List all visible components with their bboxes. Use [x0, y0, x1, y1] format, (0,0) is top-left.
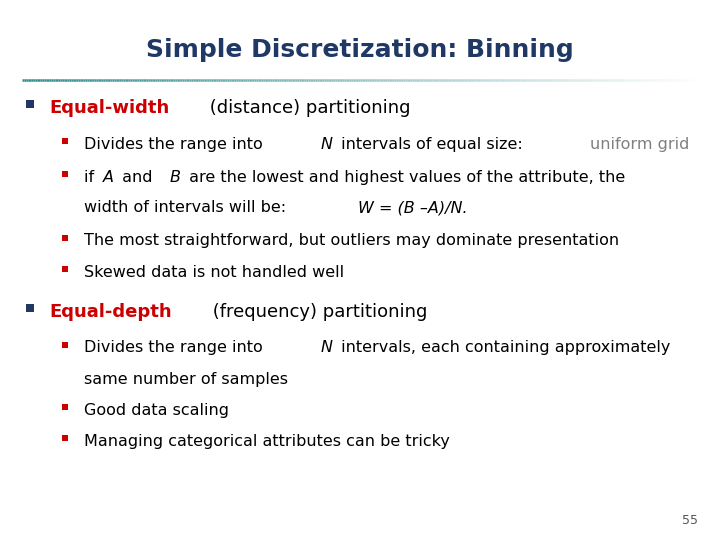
Text: Good data scaling: Good data scaling [84, 403, 228, 418]
Text: width of intervals will be:: width of intervals will be: [84, 200, 296, 215]
Text: N: N [321, 137, 333, 152]
Text: Equal-width: Equal-width [49, 99, 169, 117]
Text: and: and [117, 170, 158, 185]
Text: intervals of equal size:: intervals of equal size: [336, 137, 534, 152]
Text: Equal-depth: Equal-depth [49, 303, 171, 321]
Text: Skewed data is not handled well: Skewed data is not handled well [84, 265, 343, 280]
Text: A: A [103, 170, 114, 185]
Text: are the lowest and highest values of the attribute, the: are the lowest and highest values of the… [184, 170, 625, 185]
Text: (frequency) partitioning: (frequency) partitioning [207, 303, 428, 321]
Text: W = (B –A)/N.: W = (B –A)/N. [358, 200, 467, 215]
Text: same number of samples: same number of samples [84, 372, 287, 387]
Text: The most straightforward, but outliers may dominate presentation: The most straightforward, but outliers m… [84, 233, 618, 248]
Text: Simple Discretization: Binning: Simple Discretization: Binning [146, 38, 574, 62]
Text: Divides the range into: Divides the range into [84, 137, 267, 152]
Text: uniform grid: uniform grid [590, 137, 690, 152]
Text: intervals, each containing approximately: intervals, each containing approximately [336, 340, 670, 355]
Text: Divides the range into: Divides the range into [84, 340, 267, 355]
Text: if: if [84, 170, 99, 185]
Text: (distance) partitioning: (distance) partitioning [204, 99, 410, 117]
Text: Managing categorical attributes can be tricky: Managing categorical attributes can be t… [84, 434, 449, 449]
Text: 55: 55 [683, 514, 698, 526]
Text: B: B [170, 170, 181, 185]
Text: N: N [321, 340, 333, 355]
